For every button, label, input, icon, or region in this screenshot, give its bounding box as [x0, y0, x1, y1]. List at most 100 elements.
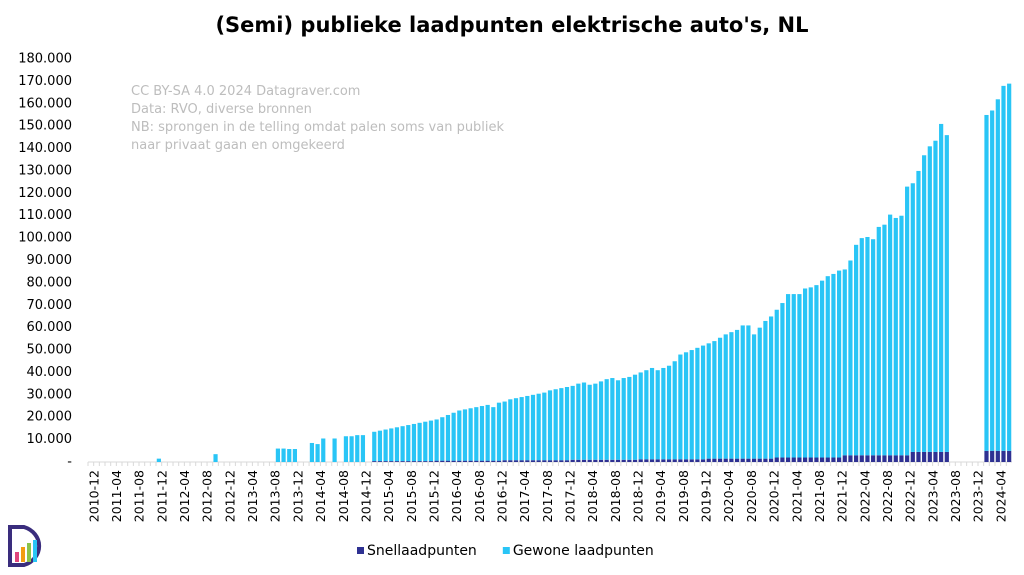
bar-segment [553, 389, 558, 461]
bar-segment [865, 236, 870, 456]
bar-segment [462, 409, 468, 461]
bar-segment [888, 455, 893, 462]
y-tick-label: 140.000 [18, 141, 72, 156]
bar-segment [417, 461, 422, 462]
bar-segment [394, 461, 400, 462]
bar-segment [757, 458, 762, 462]
bar-segment [780, 303, 785, 458]
bar-segment [547, 390, 553, 461]
bar-segment [706, 343, 711, 459]
bar-segment [882, 455, 887, 462]
bar-segment [542, 392, 547, 461]
bar-segment [644, 459, 649, 462]
x-tick-label: 2017-04 [517, 470, 532, 522]
x-tick-label: 2019-08 [676, 470, 691, 522]
bar-segment [1007, 450, 1012, 462]
bar-segment [939, 123, 944, 452]
legend-swatch [357, 547, 364, 554]
bar-segment [1007, 83, 1012, 451]
bar-segment [933, 451, 938, 462]
bar-segment [700, 345, 706, 460]
x-tick-label: 2019-04 [653, 470, 668, 522]
bar-segment [746, 325, 751, 459]
bar-segment [785, 294, 791, 458]
bar-segment [723, 458, 728, 462]
bar-segment [797, 294, 802, 458]
bar-segment [802, 457, 808, 462]
bar-segment [553, 460, 558, 462]
bar-segment [479, 406, 485, 461]
x-tick-label: 2023-04 [925, 470, 940, 522]
bar-segment [156, 458, 161, 462]
bar-segment [389, 428, 394, 462]
bar-segment [649, 367, 655, 460]
x-tick-label: 2015-04 [381, 470, 396, 522]
bar-segment [763, 320, 768, 459]
y-tick-label: 160.000 [18, 96, 72, 111]
bar-segment [899, 215, 904, 456]
bar-segment [451, 412, 456, 461]
bar-segment [717, 458, 723, 462]
bar-segment [400, 426, 405, 462]
bar-segment [213, 454, 218, 462]
x-tick-label: 2017-08 [540, 470, 555, 522]
y-tick-label: 60.000 [27, 320, 73, 335]
bar-segment [655, 459, 660, 462]
bar-segment [530, 394, 536, 461]
bar-segment [910, 183, 915, 452]
bar-segment [530, 460, 536, 462]
bar-segment [451, 460, 456, 462]
bar-segment [984, 450, 989, 462]
bar-segment [871, 239, 876, 456]
annotation: naar privaat gaan en omgekeerd [131, 138, 345, 153]
x-tick-label: 2011-12 [154, 470, 169, 522]
x-tick-label: 2021-04 [789, 470, 804, 522]
bar-segment [309, 442, 315, 462]
bar-segment [559, 388, 564, 461]
bar-segment [394, 427, 400, 462]
x-tick-label: 2014-12 [358, 470, 373, 522]
bar-segment [496, 402, 502, 461]
bar-segment [700, 459, 706, 462]
bar-segment [1001, 450, 1006, 462]
bar-segment [814, 285, 819, 458]
y-tick-label: 20.000 [27, 410, 73, 425]
y-tick-label: - [67, 455, 72, 470]
bar-segment [445, 460, 451, 462]
bar-segment [893, 217, 898, 456]
bar-segment [321, 438, 326, 462]
bar-segment [604, 459, 609, 462]
bar-segment [848, 260, 853, 456]
y-tick-label: 90.000 [27, 253, 73, 268]
bar-segment [593, 383, 598, 460]
bar-segment [491, 407, 496, 461]
bar-segment [712, 458, 717, 462]
bar-segment [848, 455, 853, 462]
x-tick-label: 2023-08 [948, 470, 963, 522]
bar-segment [831, 457, 836, 462]
bar-segment [576, 459, 581, 462]
bar-segment [508, 399, 513, 461]
bar-segment [768, 458, 774, 462]
bar-segment [457, 460, 462, 462]
bar-segment [491, 460, 496, 462]
x-tick-label: 2012-04 [177, 470, 192, 522]
bar-segment [496, 460, 502, 462]
bar-segment [383, 429, 388, 462]
x-tick-label: 2019-12 [699, 470, 714, 522]
bar-segment [559, 460, 564, 462]
bar-segment [984, 114, 989, 451]
bar-segment [888, 214, 893, 456]
bar-segment [349, 436, 354, 462]
x-tick-label: 2011-08 [132, 470, 147, 522]
x-tick-label: 2013-08 [268, 470, 283, 522]
bar-segment [502, 401, 507, 461]
bar-segment [355, 435, 360, 462]
bar-segment [672, 361, 677, 460]
bar-segment [922, 451, 927, 462]
bar-segment [564, 386, 570, 461]
bar-segment [462, 460, 468, 462]
bar-segment [474, 460, 479, 462]
bar-segment [683, 459, 689, 462]
bar-segment [644, 370, 649, 460]
